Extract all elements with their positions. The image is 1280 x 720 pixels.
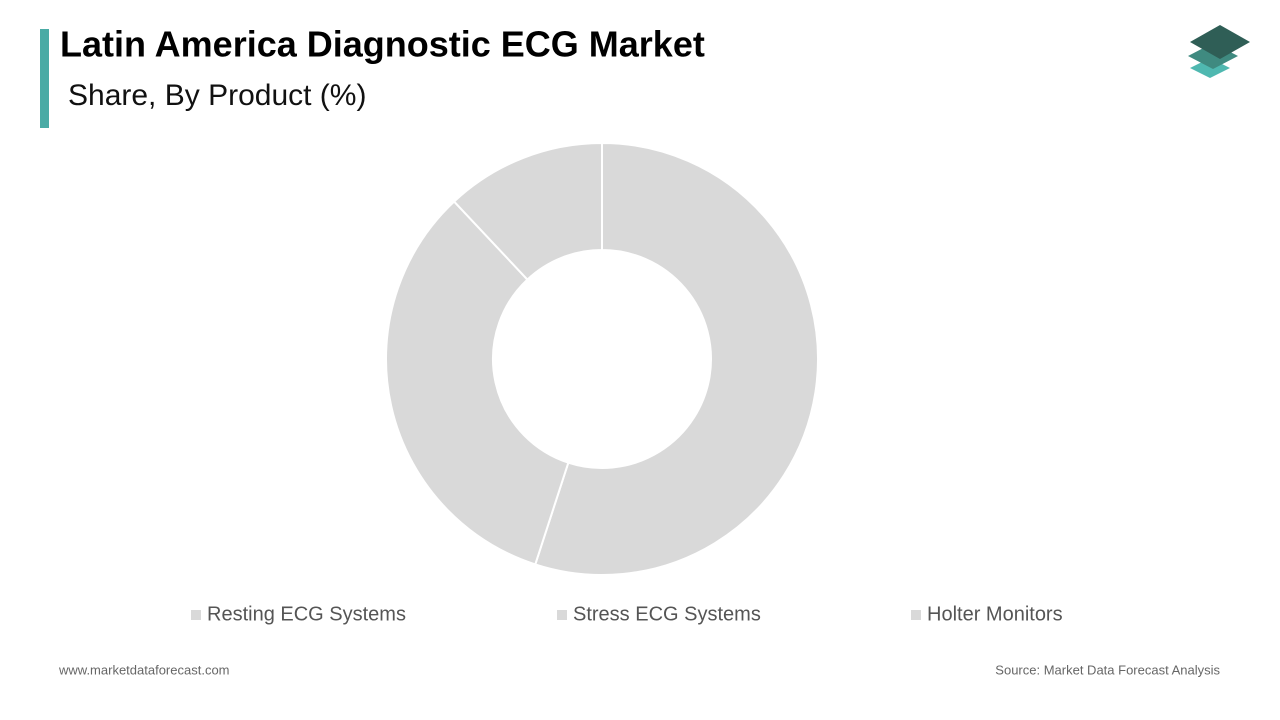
chart-title: Latin America Diagnostic ECG Market (60, 24, 705, 65)
logo (1188, 25, 1250, 78)
legend-marker (191, 610, 201, 620)
footer-website: www.marketdataforecast.com (58, 662, 230, 677)
footer-source: Source: Market Data Forecast Analysis (995, 662, 1220, 677)
donut-segment (385, 200, 570, 566)
title-accent (40, 29, 49, 128)
legend-marker (557, 610, 567, 620)
chart-subtitle: Share, By Product (%) (68, 79, 366, 112)
donut-segment (452, 141, 603, 281)
legend-label: Resting ECG Systems (207, 603, 406, 625)
legend-label: Stress ECG Systems (573, 603, 761, 625)
legend-marker (911, 610, 921, 620)
legend-label: Holter Monitors (927, 603, 1063, 625)
donut-segment (533, 141, 819, 576)
